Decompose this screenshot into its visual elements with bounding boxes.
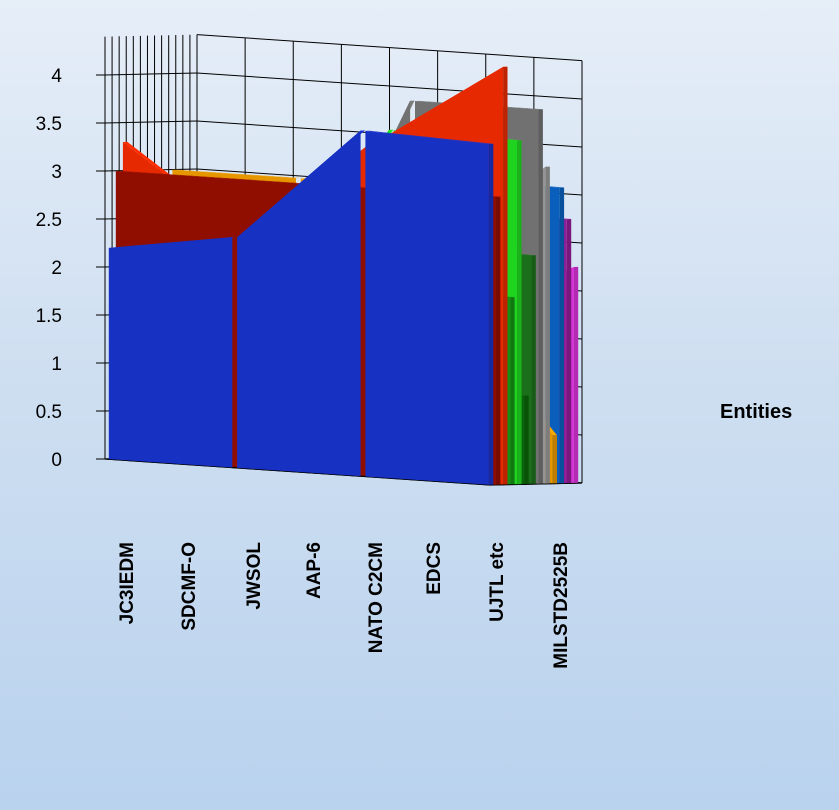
ribbon-end [552, 435, 557, 484]
chart-ribbons [108, 66, 579, 485]
ribbon-front [237, 130, 361, 477]
ribbon-end [524, 395, 529, 484]
category-axis: JC3IEDM SDCMF-O JWSOL AAP-6 NATO C2CM EDCS UJT… [117, 542, 572, 669]
y-tick-label: 1 [51, 354, 62, 375]
category-label: JC3IEDM [117, 542, 138, 624]
y-axis: 0 0.5 1 1.5 2 2.5 3 3.5 4 [36, 66, 105, 471]
left-wall-line [104, 72, 198, 76]
ribbon-end [517, 140, 522, 485]
category-label: JWSOL [244, 542, 265, 610]
back-wall-top [196, 34, 583, 62]
category-label: EDCS [424, 542, 445, 595]
floor-line [104, 458, 491, 486]
ribbon-end [573, 266, 579, 483]
ribbon-end [503, 66, 508, 485]
ribbon-end [531, 255, 536, 484]
category-label: MILSTD2525B [551, 542, 572, 669]
y-tick-label: 0.5 [36, 402, 62, 423]
left-wall-line [104, 120, 198, 124]
y-tick-label: 0 [51, 450, 62, 471]
y-tick-label: 3.5 [36, 114, 62, 135]
ribbon-end [538, 109, 543, 484]
ribbon-front [108, 237, 233, 468]
ribbon-end [545, 166, 550, 484]
series-axis-label: Entities [720, 401, 792, 423]
category-label: UJTL etc [487, 542, 508, 622]
ribbon-front [365, 130, 489, 485]
category-label: NATO C2CM [366, 542, 387, 653]
ribbon-end [559, 187, 565, 484]
ribbon-end [510, 297, 515, 485]
y-tick-label: 2 [51, 258, 62, 279]
series-ribbon [108, 130, 494, 485]
category-label: SDCMF-O [179, 542, 200, 631]
ribbon-top [172, 169, 301, 179]
ribbon-end [488, 143, 494, 485]
y-tick-label: 1.5 [36, 306, 62, 327]
ribbon-end [496, 196, 501, 485]
category-label: AAP-6 [304, 542, 325, 599]
ribbon-end [566, 219, 572, 484]
y-tick-label: 2.5 [36, 210, 62, 231]
ribbon-top [365, 130, 494, 144]
y-tick-label: 4 [51, 66, 62, 87]
y-tick-label: 3 [51, 162, 62, 183]
